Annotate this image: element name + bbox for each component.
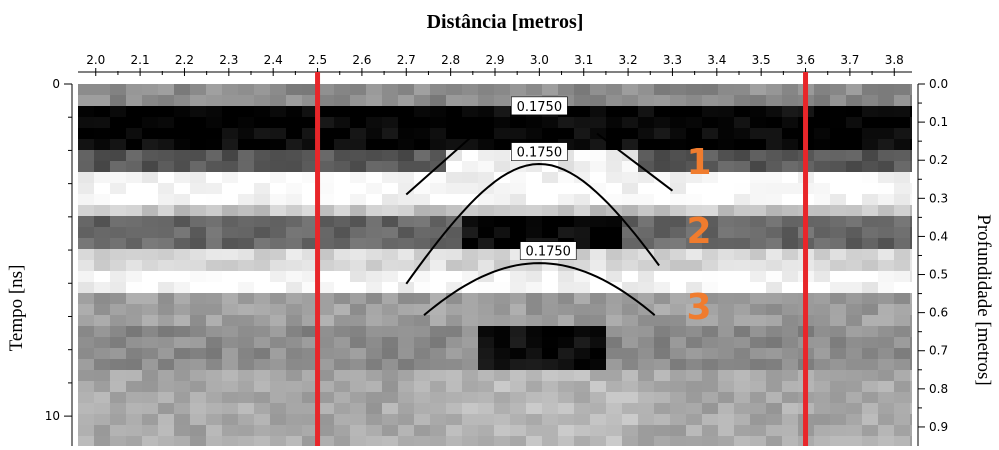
x-tick-label: 3.3: [663, 53, 682, 67]
reflection-number-2: 2: [687, 211, 712, 252]
reflection-number-1: 1: [687, 142, 712, 183]
x-tick-label: 2.6: [352, 53, 371, 67]
overlay-layer: 0.1750 0.1750 0.1750 1 2 3: [315, 72, 809, 446]
x-axis: 2.0 2.1 2.2 2.3 2.4 2.5 2.6 2.7 2.8 2.9 3.0 3.1 3.2 3…: [78, 53, 912, 76]
x-tick-label: 3.8: [885, 53, 904, 67]
x-tick-label: 3.1: [574, 53, 593, 67]
x-tick-label: 2.9: [485, 53, 504, 67]
left-tick-label: 10: [45, 409, 60, 423]
x-tick-label: 3.7: [840, 53, 859, 67]
right-axis: 0.0 0.1 0.2 0.3 0.4 0.5 0.6 0.7 0.8 0.9: [917, 77, 948, 446]
velocity-label-top-box: [511, 96, 568, 116]
x-tick-label: 2.4: [264, 53, 283, 67]
x-tick-label: 2.3: [219, 53, 238, 67]
hyperbola-fit-2: [423, 262, 656, 316]
x-tick-label: 2.5: [308, 53, 327, 67]
right-tick-label: 0.5: [929, 268, 948, 282]
x-tick-label: 2.1: [131, 53, 150, 67]
x-tick-label: 3.5: [752, 53, 771, 67]
velocity-label-2: 0.1750: [525, 245, 571, 260]
hyperbola-fit-1: [405, 162, 660, 285]
velocity-label-1-box: [511, 142, 568, 161]
x-tick-label: 2.8: [441, 53, 460, 67]
right-tick-label: 0.1: [929, 115, 948, 129]
x-tick-label: 2.2: [175, 53, 194, 67]
x-tick-label: 3.0: [530, 53, 549, 67]
reflection-number-3: 3: [687, 287, 712, 328]
left-tick-label: 0: [52, 77, 60, 91]
velocity-label-2-box: [519, 241, 577, 260]
x-tick-label: 2.7: [397, 53, 416, 67]
hyperbola-arms: [405, 132, 674, 196]
x-tick-label: 3.6: [796, 53, 815, 67]
right-tick-label: 0.3: [929, 191, 948, 205]
x-tick-label: 2.0: [86, 53, 105, 67]
x-tick-label: 3.2: [619, 53, 638, 67]
plot-area: [78, 84, 912, 446]
velocity-label-top: 0.1750: [517, 100, 563, 115]
right-tick-label: 0.0: [929, 77, 948, 91]
velocity-label-1: 0.1750: [517, 146, 563, 161]
right-tick-label: 0.9: [929, 420, 948, 434]
left-axis: 0 10: [45, 77, 73, 446]
right-tick-label: 0.6: [929, 306, 948, 320]
right-tick-label: 0.2: [929, 153, 948, 167]
right-tick-label: 0.8: [929, 382, 948, 396]
right-tick-label: 0.4: [929, 229, 948, 243]
right-axis-label: Profundidade [metros]: [973, 214, 994, 385]
chart-title: Distância [metros]: [427, 11, 584, 33]
left-axis-label: Tempo [ns]: [6, 265, 27, 352]
x-tick-label: 3.4: [707, 53, 726, 67]
right-tick-label: 0.7: [929, 344, 948, 358]
